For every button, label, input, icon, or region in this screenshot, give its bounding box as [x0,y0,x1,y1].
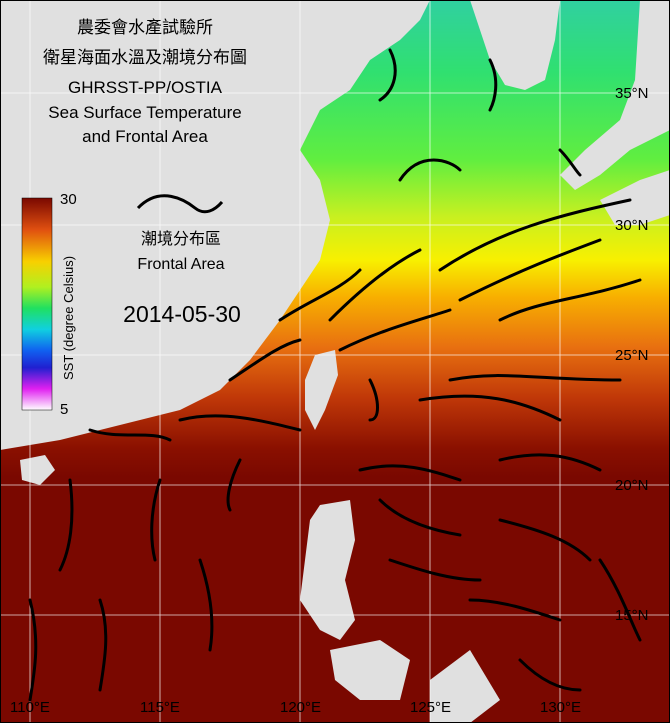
front-line [458,238,602,302]
colorbar-tick: 5 [60,401,68,418]
lon-label: 120°E [280,699,321,716]
front-line [598,558,642,642]
colorbar-label: SST (degree Celsius) [61,256,76,380]
title-line: 衛星海面水溫及潮境分布圖 [43,48,247,67]
title-line: 農委會水產試驗所 [77,18,213,37]
lat-label: 20°N [615,477,649,494]
graticule-labels: 35°N 30°N 25°N 20°N 15°N 110°E 115°E 120… [10,85,649,716]
front-line [88,428,172,442]
legend-label: 潮境分布區 [141,229,221,248]
title-line: GHRSST-PP/OSTIA [68,78,223,97]
lon-label: 130°E [540,699,581,716]
front-line [58,478,74,572]
front-line [448,374,622,382]
front-line [368,378,379,422]
lon-label: 115°E [140,699,180,716]
fronts [28,48,642,702]
front-line [518,658,582,692]
front-line [28,598,38,702]
front-line [488,58,498,112]
front-line [228,338,302,382]
date: 2014-05-30 [123,301,241,327]
front-line [498,278,642,322]
front-line [498,453,602,472]
front-line [498,518,592,562]
lat-label: 15°N [615,607,649,624]
colorbar-tick: 30 [60,191,77,208]
front-line [388,558,482,582]
front-line [378,498,462,537]
front-line [178,414,302,432]
lon-label: 110°E [10,699,50,716]
front-line [98,598,108,692]
front-line [398,158,462,182]
colorbar [21,197,53,411]
front-line [226,458,242,512]
front-line [198,558,214,652]
front-line [328,248,422,322]
front-line [438,198,632,272]
front-line [378,48,397,102]
front-line [278,268,362,322]
front-line [338,308,452,352]
legend-label: Frontal Area [137,256,224,273]
front-line [468,598,562,622]
title-line: Sea Surface Temperature [48,103,241,122]
front-line [418,394,562,422]
front-line [558,148,582,177]
title-line: and Frontal Area [82,127,208,146]
lon-label: 125°E [410,699,451,716]
lat-label: 25°N [615,347,649,364]
lat-label: 35°N [615,85,649,102]
legend-symbol [136,194,224,214]
lat-label: 30°N [615,217,649,234]
front-line [150,478,162,562]
front-line [358,464,462,482]
